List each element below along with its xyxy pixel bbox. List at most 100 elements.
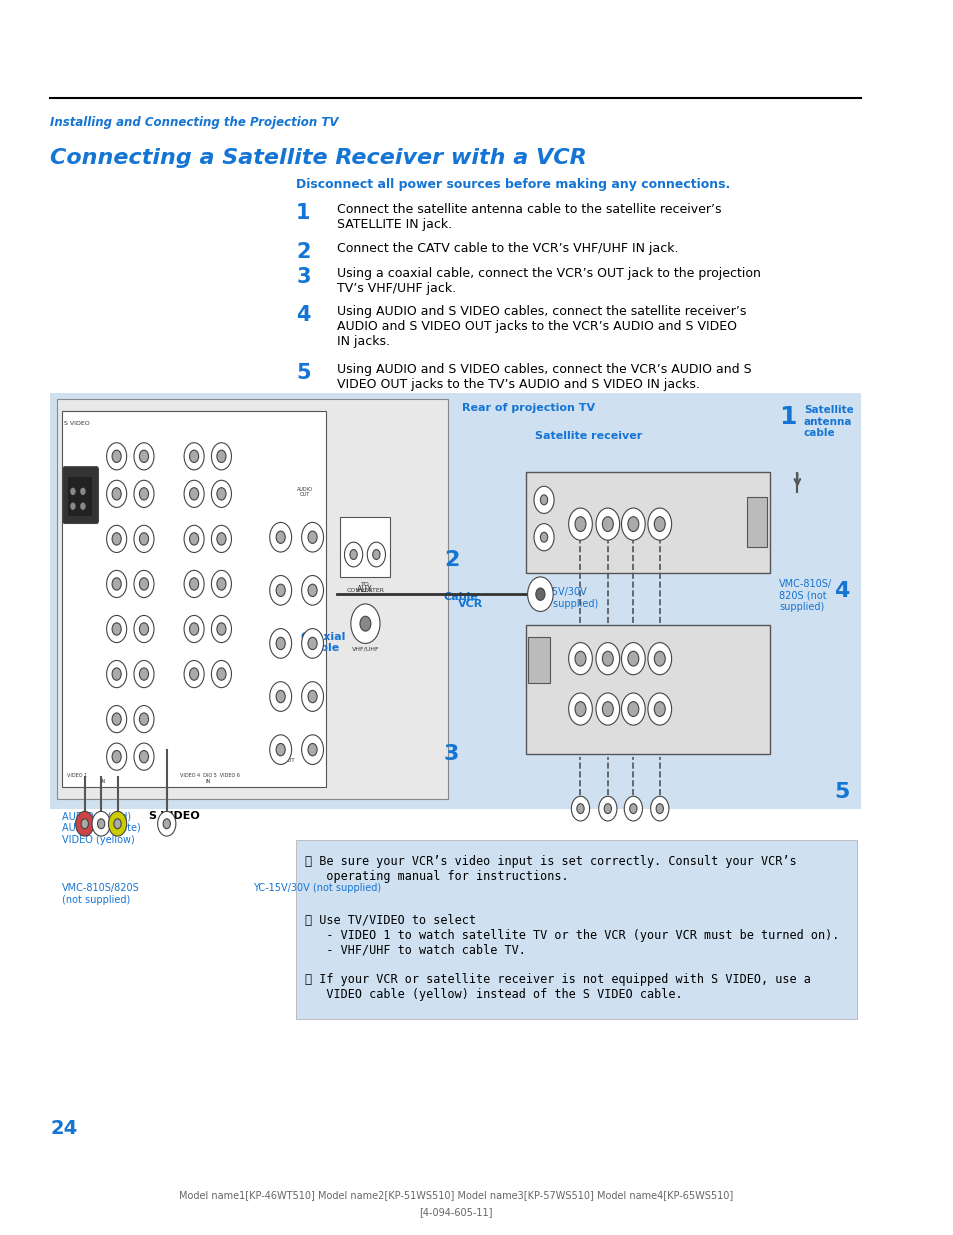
- Text: 4: 4: [833, 582, 848, 601]
- Text: VCR: VCR: [457, 599, 482, 609]
- Text: IN: IN: [530, 487, 537, 492]
- Circle shape: [534, 487, 554, 514]
- Circle shape: [133, 615, 153, 642]
- Circle shape: [139, 532, 149, 545]
- Text: VIDEO: VIDEO: [651, 629, 667, 634]
- Circle shape: [133, 743, 153, 771]
- Circle shape: [620, 693, 644, 725]
- Circle shape: [620, 642, 644, 674]
- Circle shape: [647, 693, 671, 725]
- FancyBboxPatch shape: [525, 625, 769, 755]
- Text: 24: 24: [51, 1119, 77, 1137]
- Text: Using a coaxial cable, connect the VCR’s OUT jack to the projection
TV’s VHF/UHF: Using a coaxial cable, connect the VCR’s…: [336, 267, 760, 295]
- Circle shape: [139, 668, 149, 680]
- Text: Cable: Cable: [443, 593, 478, 603]
- Circle shape: [97, 819, 105, 829]
- Text: 3: 3: [443, 745, 458, 764]
- Text: S VIDEO: S VIDEO: [149, 811, 199, 821]
- Circle shape: [190, 532, 198, 545]
- Circle shape: [112, 450, 121, 462]
- Text: AUDIO-R (red)
AUDIO-L (white)
VIDEO (yellow): AUDIO-R (red) AUDIO-L (white) VIDEO (yel…: [62, 811, 141, 845]
- Circle shape: [301, 629, 323, 658]
- Circle shape: [190, 668, 198, 680]
- Circle shape: [601, 651, 613, 666]
- Circle shape: [107, 442, 127, 469]
- Circle shape: [629, 804, 637, 814]
- Text: TO
CONVERTER: TO CONVERTER: [346, 582, 384, 593]
- Circle shape: [212, 442, 232, 469]
- Text: LINE OUT: LINE OUT: [728, 689, 754, 694]
- Circle shape: [133, 480, 153, 508]
- Text: Coaxial
cable: Coaxial cable: [300, 631, 346, 653]
- Circle shape: [647, 508, 671, 540]
- Circle shape: [596, 642, 619, 674]
- Circle shape: [275, 637, 285, 650]
- Circle shape: [539, 495, 547, 505]
- Circle shape: [301, 522, 323, 552]
- Text: Using AUDIO and S VIDEO cables, connect the satellite receiver’s
AUDIO and S VID: Using AUDIO and S VIDEO cables, connect …: [336, 305, 746, 348]
- FancyBboxPatch shape: [51, 393, 861, 809]
- Text: S VIDEO: S VIDEO: [530, 627, 553, 632]
- Circle shape: [308, 690, 316, 703]
- Circle shape: [139, 713, 149, 725]
- Text: AUDIO R: AUDIO R: [597, 629, 618, 634]
- Text: [4-094-605-11]: [4-094-605-11]: [418, 1208, 492, 1218]
- Circle shape: [654, 701, 664, 716]
- Circle shape: [91, 811, 111, 836]
- Text: VHF/UHF: VHF/UHF: [530, 474, 558, 479]
- Circle shape: [139, 488, 149, 500]
- Circle shape: [575, 516, 585, 531]
- Text: IN  OUT: IN OUT: [344, 524, 365, 529]
- Circle shape: [275, 690, 285, 703]
- Text: 2: 2: [295, 242, 311, 262]
- Circle shape: [133, 661, 153, 688]
- Text: Installing and Connecting the Projection TV: Installing and Connecting the Projection…: [51, 116, 338, 130]
- Circle shape: [184, 480, 204, 508]
- Text: VHF/UHF: VHF/UHF: [529, 634, 552, 638]
- FancyBboxPatch shape: [525, 472, 769, 573]
- Text: AUDIO L: AUDIO L: [622, 629, 642, 634]
- Text: LINE IN: LINE IN: [731, 630, 751, 635]
- Circle shape: [107, 571, 127, 598]
- Circle shape: [601, 516, 613, 531]
- Circle shape: [107, 525, 127, 552]
- Text: VIDEO 4  DIO 5  VIDEO 6: VIDEO 4 DIO 5 VIDEO 6: [180, 773, 240, 778]
- Circle shape: [301, 576, 323, 605]
- FancyBboxPatch shape: [63, 467, 98, 524]
- Circle shape: [627, 651, 639, 666]
- Circle shape: [373, 550, 379, 559]
- Text: 1: 1: [779, 405, 796, 429]
- Circle shape: [190, 450, 198, 462]
- Circle shape: [133, 705, 153, 732]
- Text: AUDIO L: AUDIO L: [622, 475, 642, 480]
- Circle shape: [344, 542, 362, 567]
- Text: VMC-810S/820S
(not supplied): VMC-810S/820S (not supplied): [62, 883, 139, 904]
- Circle shape: [601, 701, 613, 716]
- Text: S VIDEO: S VIDEO: [570, 475, 590, 480]
- Circle shape: [163, 819, 171, 829]
- Text: ⑂ If your VCR or satellite receiver is not equipped with S VIDEO, use a
   VIDEO: ⑂ If your VCR or satellite receiver is n…: [305, 973, 810, 1002]
- Text: AUDIO R: AUDIO R: [597, 475, 618, 480]
- Text: LINE OUT: LINE OUT: [733, 475, 759, 480]
- Text: TV OUT: TV OUT: [275, 758, 294, 763]
- Circle shape: [603, 804, 611, 814]
- Circle shape: [139, 578, 149, 590]
- Circle shape: [301, 735, 323, 764]
- Text: 2: 2: [443, 550, 458, 569]
- Text: 3: 3: [295, 267, 311, 287]
- Circle shape: [308, 584, 316, 597]
- Circle shape: [112, 668, 121, 680]
- Circle shape: [270, 522, 292, 552]
- Circle shape: [112, 713, 121, 725]
- Circle shape: [627, 701, 639, 716]
- Circle shape: [107, 743, 127, 771]
- Text: VMC-810S/
820S (not
supplied): VMC-810S/ 820S (not supplied): [779, 579, 831, 611]
- Circle shape: [157, 811, 175, 836]
- Circle shape: [575, 701, 585, 716]
- Circle shape: [308, 531, 316, 543]
- Text: Connect the CATV cable to the VCR’s VHF/UHF IN jack.: Connect the CATV cable to the VCR’s VHF/…: [336, 242, 678, 256]
- Circle shape: [133, 442, 153, 469]
- Circle shape: [216, 622, 226, 635]
- Text: ⑂ Be sure your VCR’s video input is set correctly. Consult your VCR’s
   operati: ⑂ Be sure your VCR’s video input is set …: [305, 855, 796, 883]
- Circle shape: [71, 488, 75, 495]
